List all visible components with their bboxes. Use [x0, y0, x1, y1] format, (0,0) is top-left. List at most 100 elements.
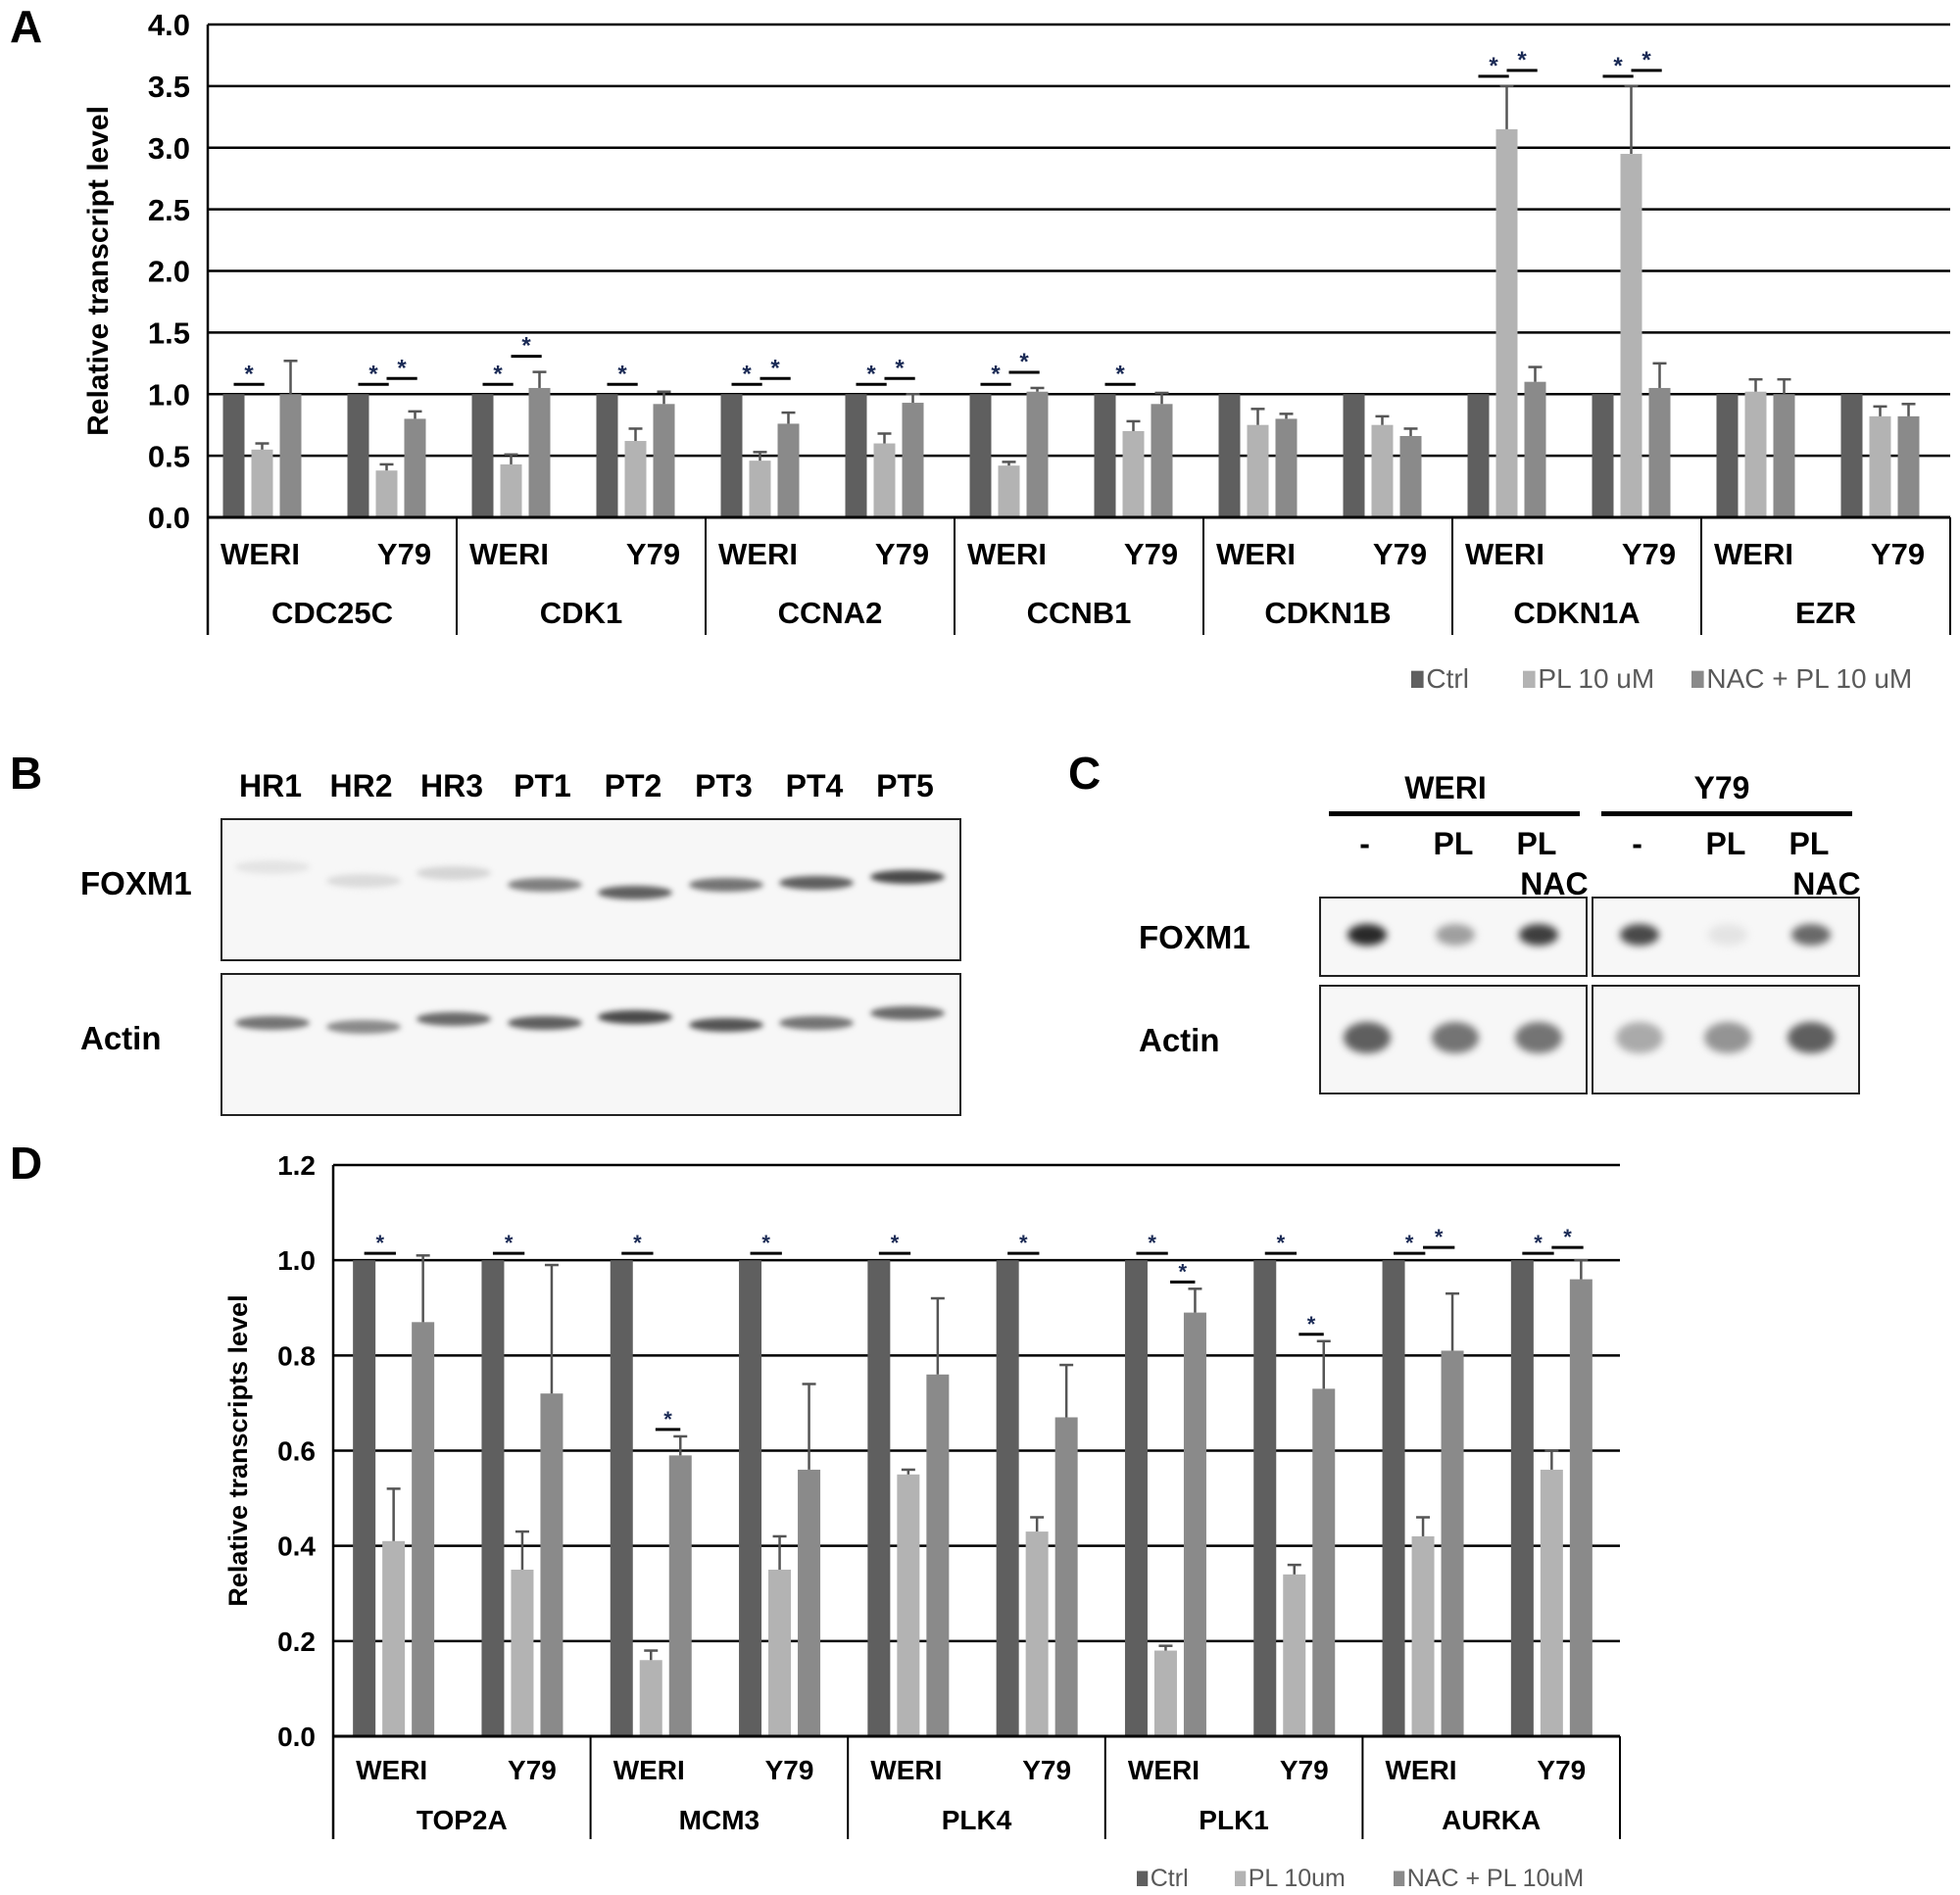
- gene-label: PLK1: [1199, 1805, 1269, 1835]
- bar-nac-pl-10-um: [902, 403, 924, 517]
- bar-nac-pl-10-um: [404, 418, 426, 517]
- group-underline: [1601, 811, 1852, 816]
- bar-pl-10-um: [1371, 424, 1394, 517]
- cell-line-label: Y79: [765, 1755, 814, 1785]
- cell-line-label: Y79: [1124, 537, 1178, 571]
- bar-ctrl: [610, 1260, 633, 1736]
- bar-ctrl: [1124, 1260, 1148, 1736]
- protein-band: [869, 1006, 945, 1020]
- bar-ctrl: [347, 394, 369, 517]
- gene-label: CDK1: [540, 596, 622, 630]
- protein-band: [507, 1016, 582, 1030]
- protein-band: [1432, 1022, 1479, 1053]
- bar-nac-pl-10um: [798, 1469, 821, 1736]
- legend-swatch: [1691, 670, 1704, 688]
- legend-label: NAC + PL 10 uM: [1706, 663, 1912, 694]
- lane-label: PT1: [514, 768, 571, 803]
- treatment-label: PL: [1705, 826, 1746, 861]
- blot-row-label-actin: Actin: [1139, 1022, 1220, 1058]
- lane-label: PT3: [695, 768, 753, 803]
- blot-membrane-actin: [1319, 985, 1588, 1094]
- western-blot-panel-c: WERI - PL PL NAC Y79- PL PL NAC FOXM1 Actin: [1039, 745, 1960, 1137]
- y-tick-label: 0.5: [148, 439, 190, 473]
- lane-label: PT5: [876, 768, 934, 803]
- legend-label: PL 10 uM: [1538, 663, 1654, 694]
- bar-pl-10um: [1283, 1574, 1306, 1736]
- significance-star: *: [1019, 1231, 1028, 1255]
- cell-line-label: WERI: [870, 1755, 942, 1785]
- legend-swatch: [1394, 1871, 1405, 1886]
- cell-line-label: Y79: [1280, 1755, 1329, 1785]
- significance-star: *: [1534, 1231, 1543, 1255]
- bar-ctrl: [739, 1260, 762, 1736]
- protein-band: [1347, 924, 1387, 946]
- y-tick-label: 1.0: [277, 1245, 316, 1276]
- bar-pl-10um: [1025, 1531, 1049, 1736]
- significance-star: *: [617, 361, 627, 387]
- bar-chart-panel-a: 0.0 0.5 1.0 1.5 2.0 2.5 3.0 3.5 4.0 Relative tran…: [82, 8, 1951, 694]
- bar-ctrl: [867, 1260, 891, 1736]
- protein-band: [416, 866, 491, 880]
- protein-band: [1514, 1022, 1562, 1053]
- y-tick-label: 1.0: [148, 377, 190, 412]
- panel-label-c: C: [1068, 748, 1102, 799]
- bar-pl-10um: [1411, 1535, 1435, 1736]
- lane-label: HR1: [238, 768, 303, 803]
- lane-label: PT4: [785, 768, 844, 803]
- significance-star: *: [663, 1407, 672, 1432]
- y-tick-label: 0.8: [277, 1340, 316, 1371]
- bar-nac-pl-10um: [668, 1455, 692, 1736]
- bar-ctrl: [720, 394, 743, 517]
- treatment-label: PL: [1516, 826, 1557, 861]
- gene-label: MCM3: [679, 1805, 760, 1835]
- bar-pl-10-um: [998, 465, 1020, 517]
- bar-pl-10-um: [1495, 128, 1518, 517]
- lane-label: HR2: [329, 768, 393, 803]
- bar-ctrl: [222, 394, 245, 517]
- protein-band: [598, 1010, 672, 1024]
- treatment-label: -: [1359, 826, 1370, 861]
- bar-nac-pl-10-um: [1026, 391, 1049, 517]
- cell-line-group-label: Y79: [1693, 770, 1750, 805]
- bar-ctrl: [996, 1260, 1019, 1736]
- bar-ctrl: [1218, 394, 1241, 517]
- cell-line-label: Y79: [875, 537, 929, 571]
- cell-line-label: WERI: [1128, 1755, 1200, 1785]
- significance-star: *: [1563, 1225, 1572, 1249]
- cell-line-label: WERI: [718, 537, 798, 571]
- protein-band: [688, 1018, 763, 1032]
- bar-nac-pl-10-um: [1151, 404, 1173, 517]
- bar-nac-pl-10-um: [1648, 387, 1671, 517]
- bar-nac-pl-10-um: [279, 394, 302, 517]
- cell-line-label: Y79: [1022, 1755, 1071, 1785]
- legend-swatch: [1523, 670, 1536, 688]
- legend-swatch: [1137, 1871, 1149, 1886]
- significance-star: *: [493, 361, 503, 387]
- cell-line-group-label: WERI: [1404, 770, 1487, 805]
- significance-star: *: [244, 361, 254, 387]
- bar-nac-pl-10-um: [777, 423, 800, 517]
- blot-membrane-foxm1: [220, 818, 961, 961]
- bar-nac-pl-10um: [1569, 1279, 1592, 1736]
- gene-label: CDC25C: [271, 596, 393, 630]
- protein-band: [688, 878, 763, 892]
- significance-star: *: [1613, 53, 1623, 79]
- bar-ctrl: [471, 394, 494, 517]
- bar-nac-pl-10-um: [1275, 418, 1298, 517]
- y-tick-label: 0.4: [277, 1531, 316, 1562]
- treatment-label: -: [1632, 826, 1642, 861]
- significance-star: *: [1115, 361, 1125, 387]
- group-underline: [1329, 811, 1580, 816]
- significance-star: *: [1178, 1259, 1187, 1284]
- bar-ctrl: [1094, 394, 1116, 517]
- bar-nac-pl-10-um: [653, 404, 675, 517]
- bar-pl-10-um: [251, 449, 273, 517]
- lane-label: PT2: [604, 768, 662, 803]
- bar-ctrl: [353, 1260, 376, 1736]
- blot-row-label-actin: Actin: [80, 1020, 162, 1056]
- cell-line-label: WERI: [1385, 1755, 1456, 1785]
- bar-nac-pl-10um: [1312, 1388, 1336, 1736]
- cell-line-label: WERI: [967, 537, 1047, 571]
- legend-label: NAC + PL 10uM: [1407, 1865, 1584, 1892]
- significance-star: *: [1489, 53, 1498, 79]
